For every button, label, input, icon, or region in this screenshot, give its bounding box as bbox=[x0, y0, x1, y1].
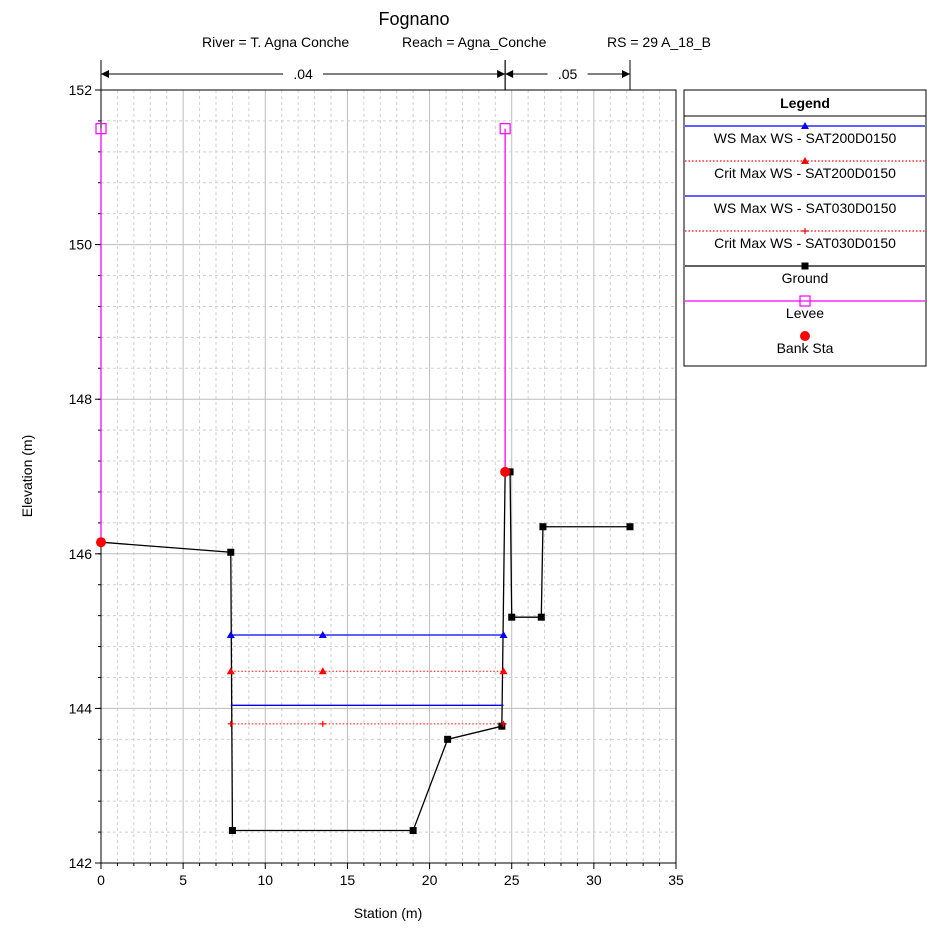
legend-marker bbox=[801, 122, 809, 129]
legend-label: WS Max WS - SAT030D0150 bbox=[714, 200, 897, 216]
y-axis-ticks: 142 144 146 148 150 152 bbox=[69, 82, 101, 871]
subtitle-rs: RS = 29 A_18_B bbox=[607, 34, 711, 50]
series-marker bbox=[626, 523, 634, 531]
legend-label: Crit Max WS - SAT030D0150 bbox=[714, 235, 896, 251]
x-tick-label: 20 bbox=[422, 872, 438, 888]
legend-label: WS Max WS - SAT200D0150 bbox=[714, 130, 897, 146]
series-marker bbox=[227, 548, 235, 556]
legend-marker bbox=[801, 262, 809, 270]
grid bbox=[101, 90, 676, 863]
series-crit-max-ws-sat200d0150 bbox=[226, 667, 508, 675]
legend-marker bbox=[800, 331, 810, 341]
manning-label: .05 bbox=[558, 66, 578, 82]
series-crit-max-ws-sat030d0150 bbox=[227, 720, 507, 727]
manning-arrow-head bbox=[505, 70, 514, 78]
x-tick-label: 0 bbox=[97, 872, 105, 888]
series-marker bbox=[539, 523, 547, 531]
x-tick-label: 15 bbox=[340, 872, 356, 888]
y-tick-label: 152 bbox=[69, 82, 93, 98]
x-tick-label: 30 bbox=[586, 872, 602, 888]
series-marker bbox=[409, 827, 417, 835]
subtitle-reach: Reach = Agna_Conche bbox=[402, 34, 547, 50]
legend-label: Levee bbox=[786, 305, 824, 321]
x-axis-label: Station (m) bbox=[354, 905, 422, 921]
x-tick-label: 25 bbox=[504, 872, 520, 888]
manning-markers: .04 .05 bbox=[100, 60, 631, 90]
y-tick-label: 148 bbox=[69, 391, 93, 407]
series-marker bbox=[500, 466, 511, 477]
legend-marker bbox=[801, 157, 809, 164]
plot-frame bbox=[100, 89, 677, 864]
x-tick-label: 10 bbox=[257, 872, 273, 888]
legend-label: Ground bbox=[782, 270, 829, 286]
legend-marker bbox=[799, 295, 811, 307]
manning-arrow-head bbox=[101, 70, 109, 78]
series-marker bbox=[499, 667, 508, 675]
x-axis-ticks: 0 5 10 15 20 25 30 35 bbox=[97, 863, 684, 888]
y-tick-label: 142 bbox=[69, 855, 93, 871]
series-marker bbox=[444, 735, 452, 743]
series-marker bbox=[226, 667, 235, 675]
series-marker bbox=[228, 827, 236, 835]
series-bank-sta bbox=[96, 466, 511, 548]
manning-label: .04 bbox=[293, 66, 313, 82]
x-tick-label: 35 bbox=[668, 872, 684, 888]
y-tick-label: 144 bbox=[69, 700, 93, 716]
y-axis-label: Elevation (m) bbox=[19, 435, 35, 517]
series-marker bbox=[508, 613, 516, 621]
manning-arrow-head bbox=[622, 70, 630, 78]
series-ws-max-ws-sat200d0150 bbox=[226, 630, 508, 638]
series-line bbox=[100, 471, 630, 832]
levee-marker bbox=[499, 123, 511, 135]
series-marker bbox=[499, 630, 508, 638]
series-marker bbox=[498, 722, 506, 730]
subtitle-river: River = T. Agna Conche bbox=[202, 34, 349, 50]
x-tick-label: 5 bbox=[179, 872, 187, 888]
series-layer bbox=[95, 123, 634, 835]
series-marker bbox=[537, 613, 545, 621]
legend-label: Bank Sta bbox=[777, 340, 834, 356]
legend-label: Crit Max WS - SAT200D0150 bbox=[714, 165, 896, 181]
manning-arrow-head bbox=[497, 70, 506, 78]
series-marker bbox=[226, 630, 235, 638]
chart-title: Fognano bbox=[378, 9, 449, 29]
y-tick-label: 146 bbox=[69, 546, 93, 562]
series-marker bbox=[318, 667, 327, 675]
series-levee bbox=[95, 123, 511, 543]
levee-marker bbox=[95, 123, 107, 135]
legend-title: Legend bbox=[780, 95, 830, 111]
series-marker bbox=[318, 630, 327, 638]
legend: Legend WS Max WS - SAT200D0150 Crit Max W… bbox=[683, 89, 927, 367]
series-marker bbox=[96, 537, 106, 548]
y-tick-label: 150 bbox=[69, 237, 93, 253]
